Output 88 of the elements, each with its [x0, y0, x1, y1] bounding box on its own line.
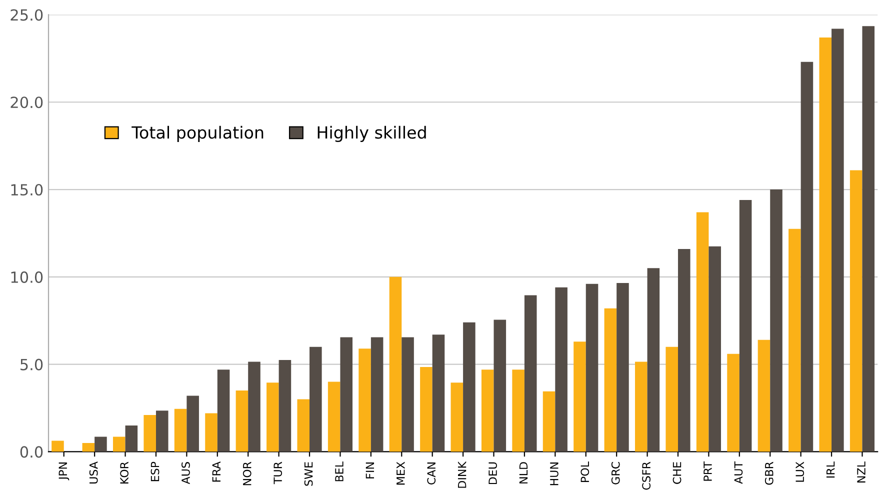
x-tick-label: CHE — [672, 462, 682, 484]
bar — [205, 413, 218, 452]
x-tick-label: ESP — [150, 462, 160, 482]
bar — [310, 346, 322, 452]
x-tick-label: LUX — [796, 462, 804, 482]
y-tick-label: 10.0 — [11, 271, 43, 283]
bar — [217, 370, 230, 452]
x-tick-label: AUT — [734, 461, 743, 484]
bar — [278, 360, 292, 452]
bar — [420, 366, 432, 452]
bar — [370, 337, 384, 452]
bar — [481, 370, 494, 452]
x-tick-label: MEX — [396, 462, 405, 485]
bar — [574, 342, 586, 452]
bar — [850, 170, 862, 452]
bar — [328, 382, 340, 452]
bar — [696, 212, 709, 452]
x-tick-label: TUR — [274, 462, 282, 484]
bar — [125, 426, 138, 452]
bar — [770, 190, 782, 452]
bar — [52, 440, 64, 452]
x-tick-label: NLD — [519, 462, 528, 484]
bar — [758, 340, 770, 452]
bar — [94, 436, 107, 452]
x-tick-label: POL — [580, 462, 590, 482]
bar — [144, 415, 156, 452]
y-tick-label: 20.0 — [10, 96, 43, 108]
bar — [616, 283, 629, 452]
bar — [450, 382, 464, 452]
x-tick-label: BEL — [335, 462, 344, 482]
bar — [358, 348, 371, 452]
bar — [248, 362, 260, 452]
x-tick-label: AUS — [182, 462, 190, 484]
x-tick-label: DEU — [488, 462, 497, 484]
bar — [432, 334, 445, 452]
bar — [112, 436, 126, 452]
bar — [156, 410, 168, 452]
x-tick-label: PRT — [704, 461, 712, 481]
bar — [788, 228, 801, 452]
x-tick-label: NZL — [857, 462, 866, 482]
bar — [174, 408, 187, 452]
bar — [800, 62, 814, 452]
x-tick-label: KOR — [120, 462, 128, 484]
bar — [463, 322, 476, 452]
bar — [389, 276, 402, 452]
bar — [186, 396, 199, 452]
legend-label: Total population — [132, 126, 264, 142]
bar — [708, 246, 721, 452]
bar — [832, 28, 844, 452]
x-tick-label: FIN — [366, 462, 374, 478]
bar — [862, 26, 875, 452]
bar — [727, 354, 740, 452]
x-tick-label: IRL — [826, 462, 835, 478]
bar — [542, 391, 556, 452]
bar — [586, 284, 598, 452]
x-tick-label: USA — [89, 462, 98, 484]
x-tick-label: GBR — [764, 462, 774, 485]
bar — [739, 200, 752, 452]
bar — [266, 382, 279, 452]
y-tick-label: 5.0 — [20, 358, 43, 370]
x-tick-label: FRA — [212, 462, 220, 482]
bar — [666, 346, 678, 452]
x-tick-label: NOR — [242, 462, 252, 486]
bar — [819, 37, 832, 452]
bar — [647, 268, 660, 452]
x-tick-label: GRC — [611, 462, 620, 484]
x-tick-label: CSFR — [642, 462, 651, 490]
bar — [635, 362, 648, 452]
bar — [402, 337, 414, 452]
x-tick-label: CAN — [427, 462, 436, 484]
bar — [297, 399, 310, 452]
y-tick-label: 15.0 — [11, 184, 43, 196]
bar — [494, 320, 506, 452]
bar — [236, 390, 248, 452]
bar — [82, 442, 95, 452]
x-tick-label: DINK — [458, 461, 466, 488]
y-tick-label: 0.0 — [20, 446, 43, 458]
bar — [604, 308, 617, 452]
bar — [524, 295, 537, 452]
bar — [512, 370, 524, 452]
legend-label: Highly skilled — [318, 126, 426, 142]
x-tick-label: HUN — [550, 462, 558, 486]
bar — [555, 287, 568, 452]
x-tick-label: SWE — [304, 462, 313, 486]
bar — [340, 337, 353, 452]
y-tick-label: 25.0 — [10, 9, 43, 21]
x-tick-label: JPN — [58, 462, 70, 480]
bar — [678, 248, 690, 452]
